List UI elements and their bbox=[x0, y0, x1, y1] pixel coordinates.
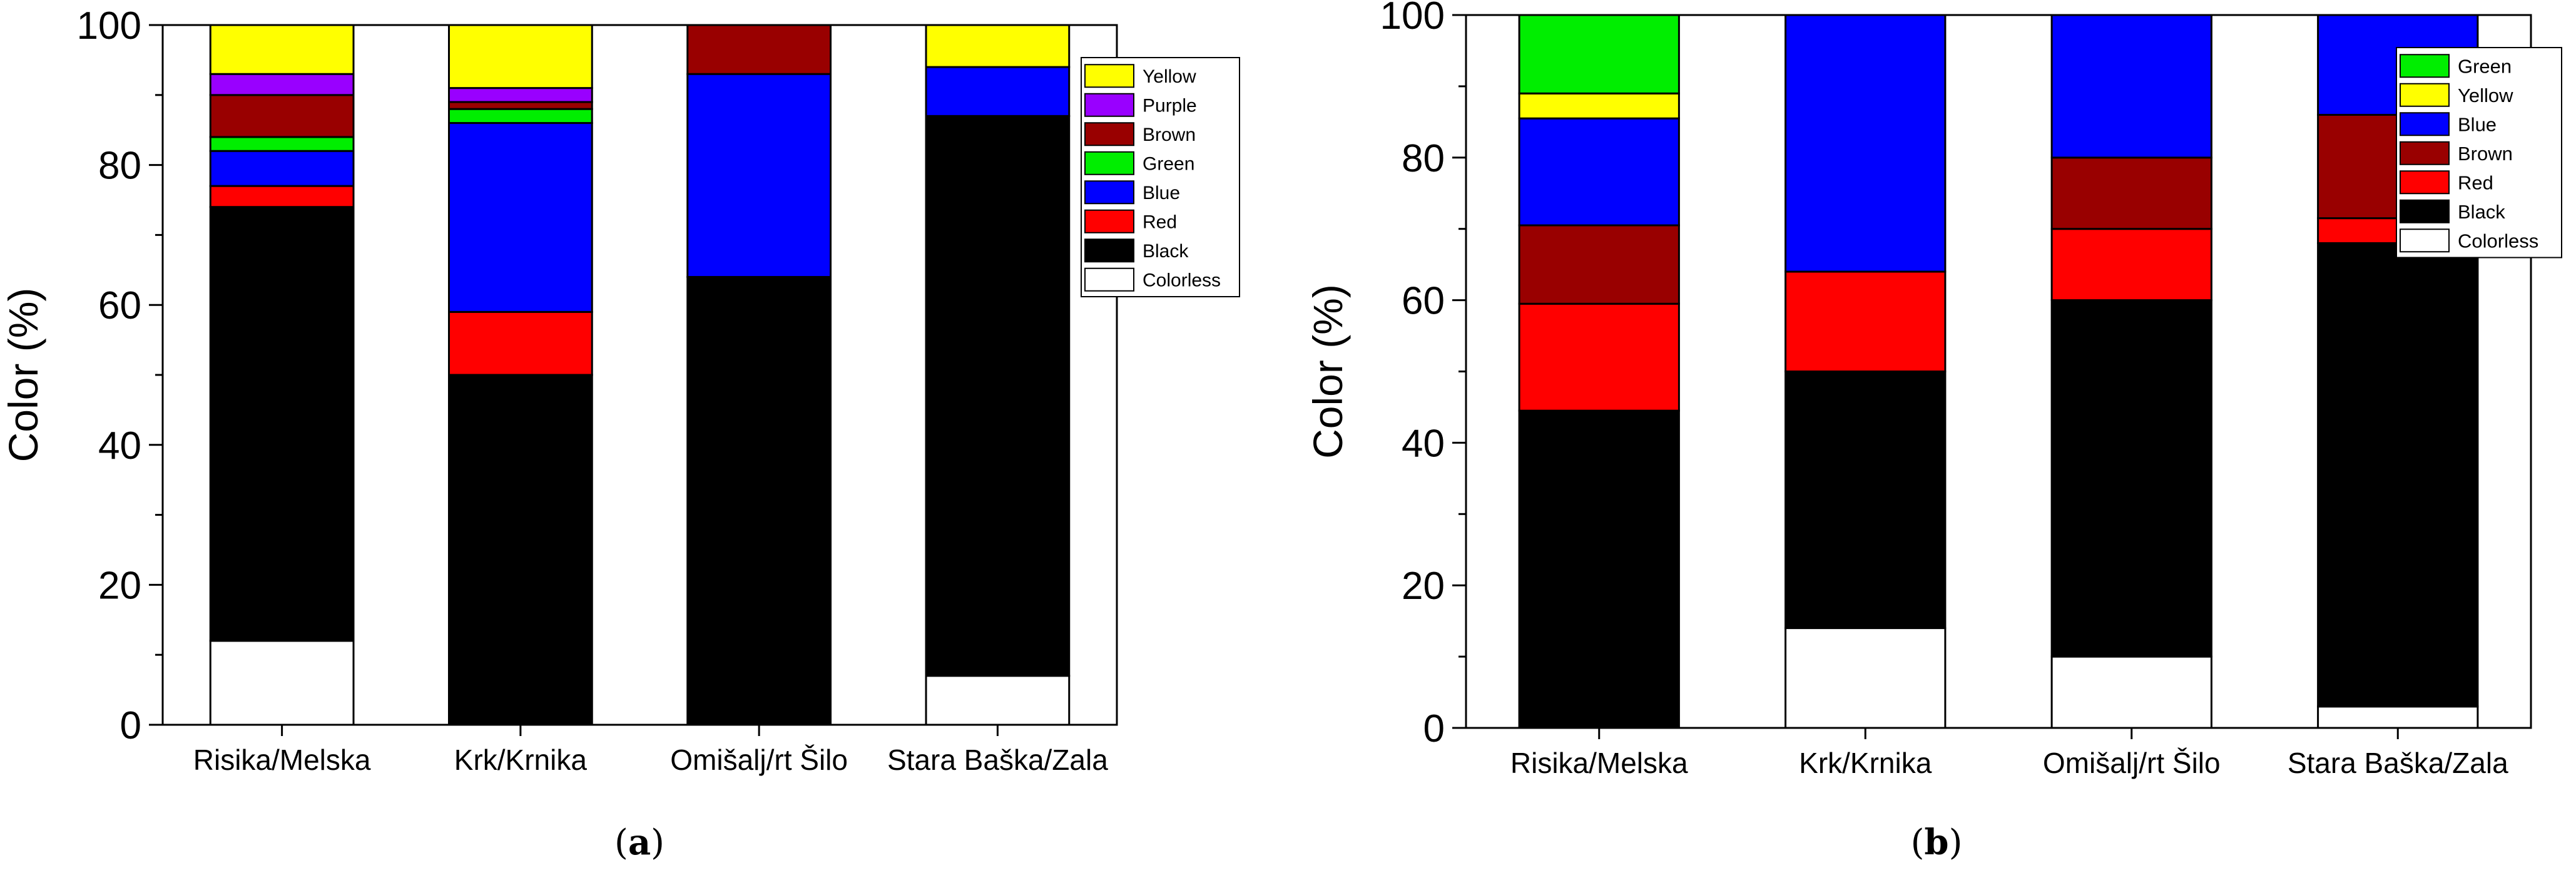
bar-segment-blue bbox=[925, 66, 1071, 117]
legend-label-brown: Brown bbox=[2458, 143, 2513, 165]
y-tick-label: 40 bbox=[1402, 422, 1445, 465]
y-axis-title: Color (%) bbox=[1305, 284, 1351, 459]
legend-label-red: Red bbox=[2458, 171, 2493, 193]
bar-segment-black bbox=[686, 275, 832, 726]
legend-swatch-colorless bbox=[1084, 267, 1134, 292]
bar-segment-blue bbox=[209, 150, 355, 187]
legend-swatch-blue bbox=[2400, 112, 2450, 136]
bar-segment-green bbox=[1518, 14, 1680, 95]
legend-swatch-blue bbox=[1084, 180, 1134, 205]
legend-label-purple: Purple bbox=[1143, 96, 1197, 116]
bar-segment-brown bbox=[1518, 224, 1680, 305]
y-axis-title: Color (%) bbox=[0, 288, 46, 463]
panel-label: (a) bbox=[614, 822, 664, 863]
legend-label-yellow: Yellow bbox=[2458, 84, 2513, 106]
legend-label-blue: Blue bbox=[1143, 183, 1180, 203]
bar-segment-red bbox=[2050, 228, 2212, 302]
y-tick-label: 60 bbox=[98, 284, 141, 327]
bar-segment-colorless bbox=[925, 675, 1071, 726]
x-tick-label: Stara Baška/Zala bbox=[2288, 747, 2508, 779]
legend-label-green: Green bbox=[1143, 154, 1194, 175]
y-tick-label: 0 bbox=[120, 704, 141, 747]
chart-panel-b: Risika/Melska Krk/Krnika Omišalj/rt Šilo St… bbox=[1305, 0, 2562, 863]
bar-segment-colorless bbox=[2050, 655, 2212, 729]
y-tick-label: 20 bbox=[1402, 565, 1445, 608]
bar-segment-brown bbox=[209, 94, 355, 138]
bar-segment-yellow bbox=[209, 24, 355, 75]
x-tick-label: Risika/Melska bbox=[193, 744, 371, 776]
bar-segment-yellow bbox=[448, 24, 593, 90]
legend-swatch-black bbox=[2400, 199, 2450, 223]
legend-swatch-brown bbox=[2400, 141, 2450, 165]
bar-segment-yellow bbox=[925, 24, 1071, 68]
legend-swatch-yellow bbox=[2400, 83, 2450, 107]
legend-swatch-colorless bbox=[2400, 228, 2450, 253]
legend-label-black: Black bbox=[2458, 201, 2505, 223]
bar-segment-blue bbox=[1518, 117, 1680, 227]
bar-segment-red bbox=[1518, 302, 1680, 412]
bar-segment-brown bbox=[686, 24, 832, 75]
legend-swatch-yellow bbox=[1084, 64, 1134, 88]
y-tick-label: 20 bbox=[98, 564, 141, 607]
legend-label-colorless: Colorless bbox=[1143, 270, 1221, 291]
bar-segment-blue bbox=[1784, 14, 1947, 273]
bar-segment-red bbox=[448, 310, 593, 376]
legend-label-yellow: Yellow bbox=[1143, 66, 1196, 87]
legend-swatch-purple bbox=[1084, 93, 1134, 117]
y-tick-label: 60 bbox=[1402, 280, 1445, 323]
bar-segment-black bbox=[448, 374, 593, 726]
x-tick-label: Krk/Krnika bbox=[454, 744, 588, 776]
bar-segment-brown bbox=[2050, 156, 2212, 230]
bar-segment-green bbox=[448, 108, 593, 125]
bar-segment-purple bbox=[448, 87, 593, 103]
bar-segment-red bbox=[209, 185, 355, 208]
x-tick-label: Stara Baška/Zala bbox=[887, 744, 1108, 776]
bar-segment-black bbox=[1518, 409, 1680, 729]
bar-segment-blue bbox=[448, 122, 593, 313]
legend-label-blue: Blue bbox=[2458, 113, 2497, 135]
legend-swatch-red bbox=[2400, 170, 2450, 195]
legend-swatch-green bbox=[2400, 54, 2450, 78]
bar-segment-yellow bbox=[1518, 92, 1680, 120]
bar-segment-colorless bbox=[1784, 627, 1947, 729]
bar-segment-brown bbox=[448, 101, 593, 110]
legend-swatch-green bbox=[1084, 151, 1134, 175]
legend-swatch-brown bbox=[1084, 122, 1134, 146]
x-tick-label: Omišalj/rt Šilo bbox=[2043, 747, 2221, 779]
bar-segment-blue bbox=[686, 73, 832, 278]
x-tick-label: Risika/Melska bbox=[1510, 747, 1688, 779]
bar-segment-green bbox=[209, 136, 355, 152]
bar-segment-black bbox=[2050, 299, 2212, 658]
legend-label-red: Red bbox=[1143, 212, 1177, 233]
legend-label-green: Green bbox=[2458, 55, 2512, 77]
y-tick-label: 80 bbox=[1402, 137, 1445, 180]
bar-segment-black bbox=[1784, 371, 1947, 630]
bar-segment-purple bbox=[209, 73, 355, 96]
bar-segment-blue bbox=[2050, 14, 2212, 159]
legend-label-colorless: Colorless bbox=[2458, 230, 2538, 252]
legend-label-black: Black bbox=[1143, 241, 1189, 262]
x-tick-label: Krk/Krnika bbox=[1799, 747, 1932, 779]
y-tick-label: 100 bbox=[77, 4, 141, 48]
x-tick-label: Omišalj/rt Šilo bbox=[670, 744, 848, 776]
bar-segment-black bbox=[925, 115, 1071, 677]
y-tick-label: 100 bbox=[1380, 0, 1445, 38]
bar-segment-colorless bbox=[209, 640, 355, 726]
bar-segment-red bbox=[1784, 270, 1947, 373]
legend-swatch-black bbox=[1084, 238, 1134, 263]
legend-swatch-red bbox=[1084, 209, 1134, 233]
y-tick-label: 80 bbox=[98, 145, 141, 188]
bar-segment-colorless bbox=[2317, 705, 2479, 729]
panel-label: (b) bbox=[1911, 822, 1963, 863]
y-tick-label: 0 bbox=[1423, 707, 1445, 750]
legend-label-brown: Brown bbox=[1143, 125, 1196, 145]
chart-panel-a: Risika/Melska Krk/Krnika Omišalj/rt Šilo St… bbox=[0, 4, 1240, 863]
bar-segment-black bbox=[2317, 242, 2479, 708]
bar-segment-black bbox=[209, 206, 355, 642]
y-tick-label: 40 bbox=[98, 424, 141, 468]
